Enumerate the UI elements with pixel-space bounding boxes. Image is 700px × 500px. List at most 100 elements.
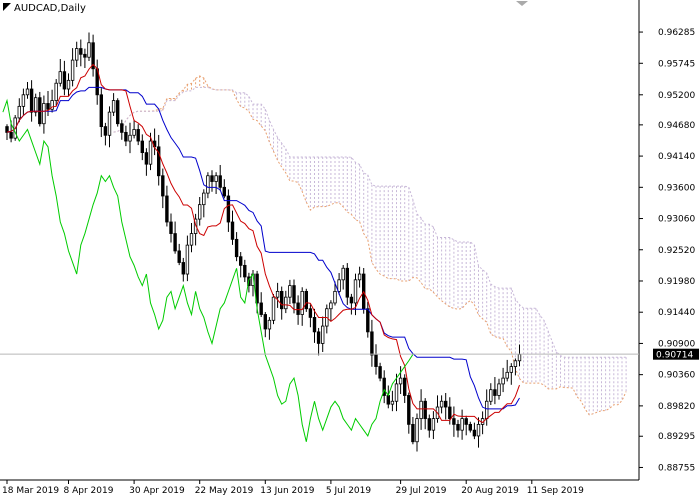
candle-body-down <box>411 423 415 443</box>
y-tick-label: 0.91440 <box>658 308 695 318</box>
candle <box>460 409 464 440</box>
candle-body-down <box>456 423 460 431</box>
candle <box>431 411 436 440</box>
candle-body-up <box>390 400 395 405</box>
candle-body-down <box>407 395 411 425</box>
candle-body-down <box>38 97 42 125</box>
candle-body-up <box>132 129 136 136</box>
indicator-lines <box>2 63 520 442</box>
candle-body-up <box>58 71 62 84</box>
candle-body-down <box>402 377 407 396</box>
y-tick-label: 0.89295 <box>658 432 695 442</box>
candle <box>226 189 231 232</box>
y-tick-label: 0.88755 <box>658 463 695 473</box>
candle <box>111 93 116 116</box>
tenkan-sen-line <box>6 63 520 424</box>
candle-body-up <box>394 383 399 402</box>
candle-body-down <box>296 302 300 315</box>
candle <box>62 60 67 96</box>
candle <box>210 170 214 192</box>
candle <box>38 91 42 127</box>
candle-body-up <box>489 389 493 402</box>
candle <box>275 282 280 308</box>
candle-body-down <box>83 53 87 58</box>
candle-body-down <box>120 123 124 133</box>
candle <box>124 125 128 147</box>
candle <box>320 316 325 352</box>
candle-body-down <box>370 331 374 356</box>
candle-body-down <box>136 129 140 142</box>
candle <box>128 122 132 154</box>
candle-body-down <box>366 308 370 333</box>
candle <box>312 308 317 343</box>
scroll-shift-marker[interactable] <box>516 1 528 6</box>
candle-body-down <box>165 195 169 223</box>
candle <box>54 79 58 106</box>
candle <box>66 73 71 97</box>
x-tick-label: 22 May 2019 <box>195 486 254 496</box>
candle <box>493 377 497 405</box>
candle-body-up <box>111 100 116 113</box>
candle <box>279 286 284 320</box>
candle-body-down <box>226 195 231 223</box>
candle <box>120 119 124 140</box>
candle-body-up <box>353 279 358 304</box>
candle <box>423 398 427 430</box>
candle <box>136 124 140 146</box>
candle <box>304 288 308 312</box>
current-price-label: 0.90714 <box>653 348 699 361</box>
current-price-box <box>653 348 699 360</box>
candle-body-down <box>222 186 226 197</box>
x-tick-label: 11 Sep 2019 <box>527 486 584 496</box>
candle <box>230 210 235 245</box>
candle-body-up <box>288 285 292 298</box>
candle <box>402 374 407 404</box>
candle-body-up <box>206 175 210 194</box>
candle-body-up <box>34 97 38 113</box>
candle-body-up <box>419 400 423 419</box>
candle-body-down <box>259 302 263 315</box>
candle-body-down <box>116 100 120 125</box>
candle-body-down <box>423 400 427 419</box>
candle <box>308 304 313 328</box>
candle-body-up <box>107 111 112 136</box>
candle-body-down <box>181 262 185 275</box>
candle <box>345 263 349 305</box>
candle-body-up <box>431 418 436 431</box>
candle-body-down <box>144 152 149 165</box>
candle-body-up <box>25 88 30 96</box>
candle-body-up <box>70 59 75 81</box>
candle-body-down <box>169 221 173 234</box>
candle-body-down <box>378 366 382 379</box>
candle <box>292 279 296 314</box>
candle-body-down <box>304 290 308 310</box>
candle <box>144 148 149 176</box>
candle <box>259 292 263 318</box>
candle-body-up <box>189 233 194 246</box>
candle-body-down <box>468 423 472 431</box>
candle <box>263 312 267 338</box>
candle <box>374 344 378 375</box>
candle-body-up <box>275 290 280 298</box>
candle-body-down <box>493 389 497 396</box>
candle-body-up <box>439 400 444 408</box>
candle <box>497 378 501 400</box>
candle-body-down <box>177 250 181 263</box>
candle <box>91 34 95 77</box>
candle-body-down <box>448 406 452 419</box>
y-tick-label: 0.95745 <box>658 59 695 69</box>
candle-body-up <box>193 218 198 234</box>
y-tick-label: 0.95200 <box>658 91 695 101</box>
candle-body-down <box>234 238 239 258</box>
y-tick-label: 0.90360 <box>658 371 695 381</box>
candle-body-down <box>312 317 317 333</box>
candle-body-up <box>476 423 481 437</box>
candle <box>46 91 50 117</box>
candle-body-up <box>300 290 304 315</box>
candle-body-up <box>505 371 509 379</box>
candle <box>390 390 395 412</box>
candle <box>132 119 136 139</box>
candle-body-down <box>308 308 313 318</box>
candle-body-down <box>238 256 243 266</box>
